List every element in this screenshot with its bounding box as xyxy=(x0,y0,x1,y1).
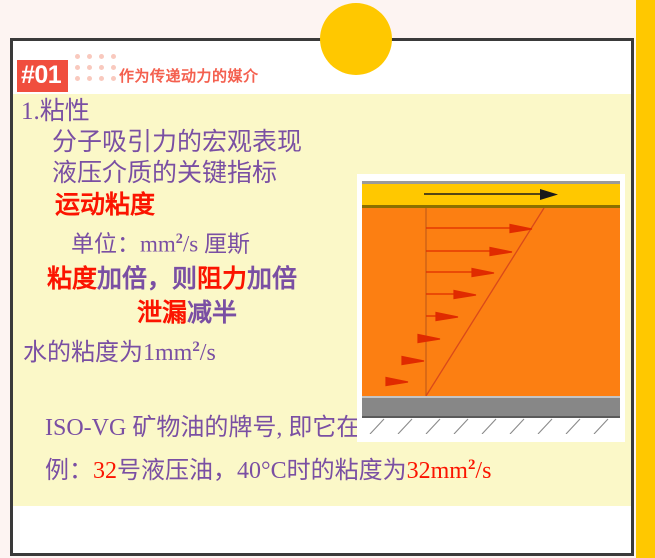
example-temp-unit: C xyxy=(270,458,287,484)
water-value: 1mm xyxy=(143,339,193,366)
unit-tail: /s 厘斯 xyxy=(182,231,250,257)
dot xyxy=(75,65,80,70)
list-item-sub-1: 分子吸引力的宏观表现 xyxy=(52,129,303,156)
dot xyxy=(99,76,104,81)
unit-label: 单位： xyxy=(71,231,140,257)
list-item-example: 例：32号液压油，40°C时的粘度为32mm2/s xyxy=(45,447,625,490)
dot xyxy=(75,54,80,59)
plate-motion-arrow-icon xyxy=(424,189,558,200)
viscosity-diagram xyxy=(357,174,625,442)
example-mid: 时的粘度为 xyxy=(286,458,407,484)
rule-term-leakage: 泄漏 xyxy=(137,299,188,327)
dot xyxy=(99,54,104,59)
rule-term-resistance: 阻力 xyxy=(197,265,248,293)
unit-superscript: 2 xyxy=(175,231,183,247)
dot-grid-decoration xyxy=(75,54,123,87)
degree-symbol-icon: ° xyxy=(261,458,271,484)
list-item-rule-leakage: 泄漏减半 xyxy=(19,298,359,330)
water-unit-tail: /s xyxy=(199,339,216,366)
velocity-profile-arrows xyxy=(385,208,545,396)
section-number-badge: #01 xyxy=(17,60,69,92)
decorative-circle xyxy=(320,3,392,75)
example-viscosity-value: 32mm xyxy=(406,458,468,484)
text-column: 1.粘性 分子吸引力的宏观表现 液压介质的关键指标 运动粘度 单位：mm2/s … xyxy=(19,96,359,370)
rule-text-doubles2: 加倍 xyxy=(247,265,298,293)
dot xyxy=(75,76,80,81)
dot xyxy=(87,65,92,70)
example-oil-name: 号液压油， xyxy=(117,458,237,484)
section-title: 作为传递动力的媒介 xyxy=(119,68,259,85)
ground-hatching-icon xyxy=(369,418,609,434)
list-item-sub-2: 液压介质的关键指标 xyxy=(52,160,278,187)
dot xyxy=(99,65,104,70)
right-accent-bar xyxy=(636,0,655,558)
example-temp-value: 40 xyxy=(237,458,261,484)
water-label: 水的粘度为 xyxy=(23,339,143,366)
rule-term-viscosity: 粘度 xyxy=(47,265,98,293)
rule-text-doubles: 加倍，则 xyxy=(97,265,198,293)
list-item-water-viscosity: 水的粘度为1mm2/s xyxy=(19,330,359,370)
fluid-layer xyxy=(362,208,620,396)
diagram-inner xyxy=(362,181,620,434)
list-item-unit: 单位：mm2/s 厘斯 xyxy=(19,222,359,262)
card-header: #01 作为传递动力的媒介 xyxy=(13,41,631,94)
rule-text-halved: 减半 xyxy=(187,299,238,327)
dot xyxy=(111,76,116,81)
list-item-heading: 1.粘性 xyxy=(21,98,90,125)
dot xyxy=(87,76,92,81)
example-viscosity-unit: /s xyxy=(475,458,492,484)
slide-body: 1.粘性 分子吸引力的宏观表现 液压介质的关键指标 运动粘度 单位：mm2/s … xyxy=(13,94,631,506)
unit-value: mm xyxy=(140,231,176,257)
dot xyxy=(111,54,116,59)
list-item-rule-doubling: 粘度加倍，则阻力加倍 xyxy=(19,262,359,298)
water-superscript: 2 xyxy=(192,338,200,355)
dot xyxy=(111,65,116,70)
example-superscript: 2 xyxy=(467,457,476,473)
example-label: 例： xyxy=(45,458,93,484)
iso-prefix: ISO-VG 矿物油的牌号, 即它在 xyxy=(45,415,361,441)
example-grade: 32 xyxy=(93,458,117,484)
content-card: #01 作为传递动力的媒介 1.粘性 分子吸引力的宏观表现 液压介质的关键指标 … xyxy=(10,38,634,556)
fixed-plate xyxy=(362,396,620,418)
dot xyxy=(87,54,92,59)
list-item-kinematic-viscosity: 运动粘度 xyxy=(55,192,156,219)
